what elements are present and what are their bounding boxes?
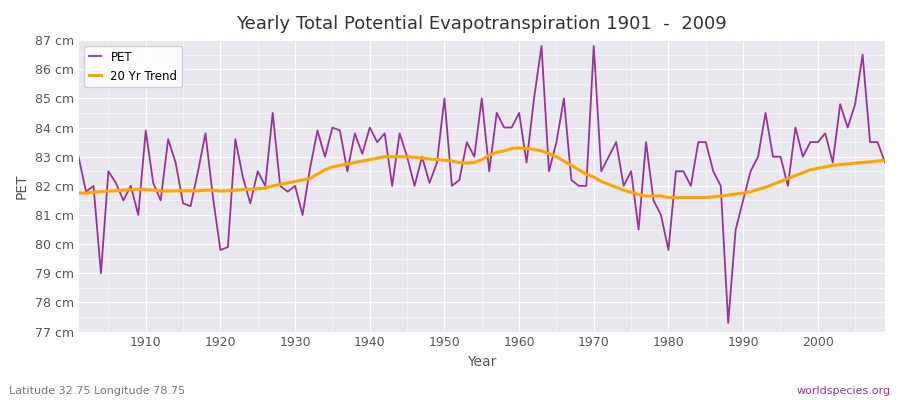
PET bbox=[536, 44, 547, 48]
PET bbox=[133, 212, 144, 217]
PET bbox=[342, 169, 353, 174]
Legend: PET, 20 Yr Trend: PET, 20 Yr Trend bbox=[85, 46, 182, 87]
20 Yr Trend bbox=[514, 146, 525, 150]
Text: worldspecies.org: worldspecies.org bbox=[796, 386, 891, 396]
20 Yr Trend bbox=[297, 178, 308, 182]
20 Yr Trend bbox=[663, 195, 674, 200]
X-axis label: Year: Year bbox=[467, 355, 497, 369]
Line: PET: PET bbox=[78, 46, 885, 323]
20 Yr Trend bbox=[611, 185, 622, 190]
Line: 20 Yr Trend: 20 Yr Trend bbox=[78, 148, 885, 198]
PET bbox=[611, 140, 622, 144]
20 Yr Trend bbox=[342, 162, 353, 166]
PET bbox=[506, 125, 517, 130]
PET bbox=[297, 212, 308, 217]
PET bbox=[879, 160, 890, 165]
PET bbox=[514, 110, 525, 115]
PET bbox=[73, 154, 84, 159]
20 Yr Trend bbox=[506, 146, 517, 151]
Title: Yearly Total Potential Evapotranspiration 1901  -  2009: Yearly Total Potential Evapotranspiratio… bbox=[237, 15, 727, 33]
20 Yr Trend bbox=[521, 146, 532, 151]
Text: Latitude 32.75 Longitude 78.75: Latitude 32.75 Longitude 78.75 bbox=[9, 386, 185, 396]
20 Yr Trend bbox=[879, 158, 890, 162]
PET bbox=[723, 320, 734, 325]
20 Yr Trend bbox=[73, 191, 84, 196]
Y-axis label: PET: PET bbox=[15, 173, 29, 199]
20 Yr Trend bbox=[133, 187, 144, 192]
